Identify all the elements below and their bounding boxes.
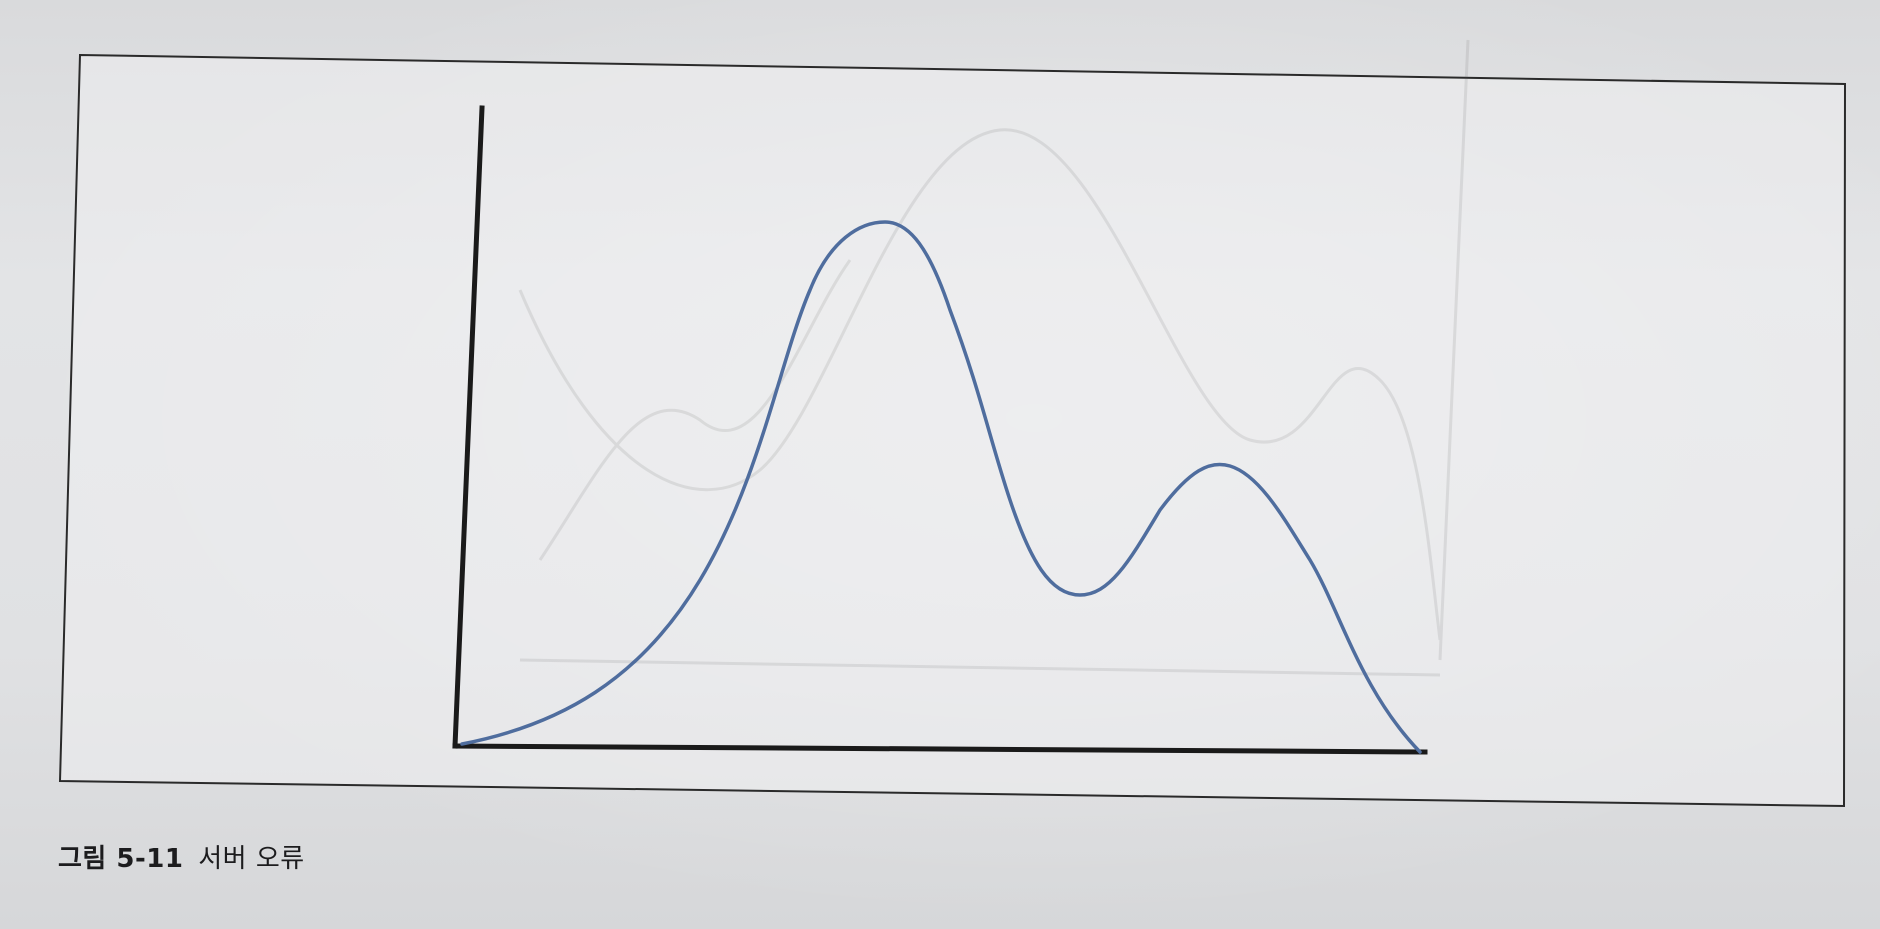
figure-caption-title: 서버 오류 [198,844,305,874]
figure-caption-label: 그림 5-11 [58,844,184,874]
x-axis [452,743,1428,755]
y-axis [452,105,485,749]
distribution-curve [460,220,1422,754]
bleed-through [518,39,1470,677]
figure-border [58,53,1847,808]
figure-caption: 그림 5-11 서버 오류 [58,838,305,875]
